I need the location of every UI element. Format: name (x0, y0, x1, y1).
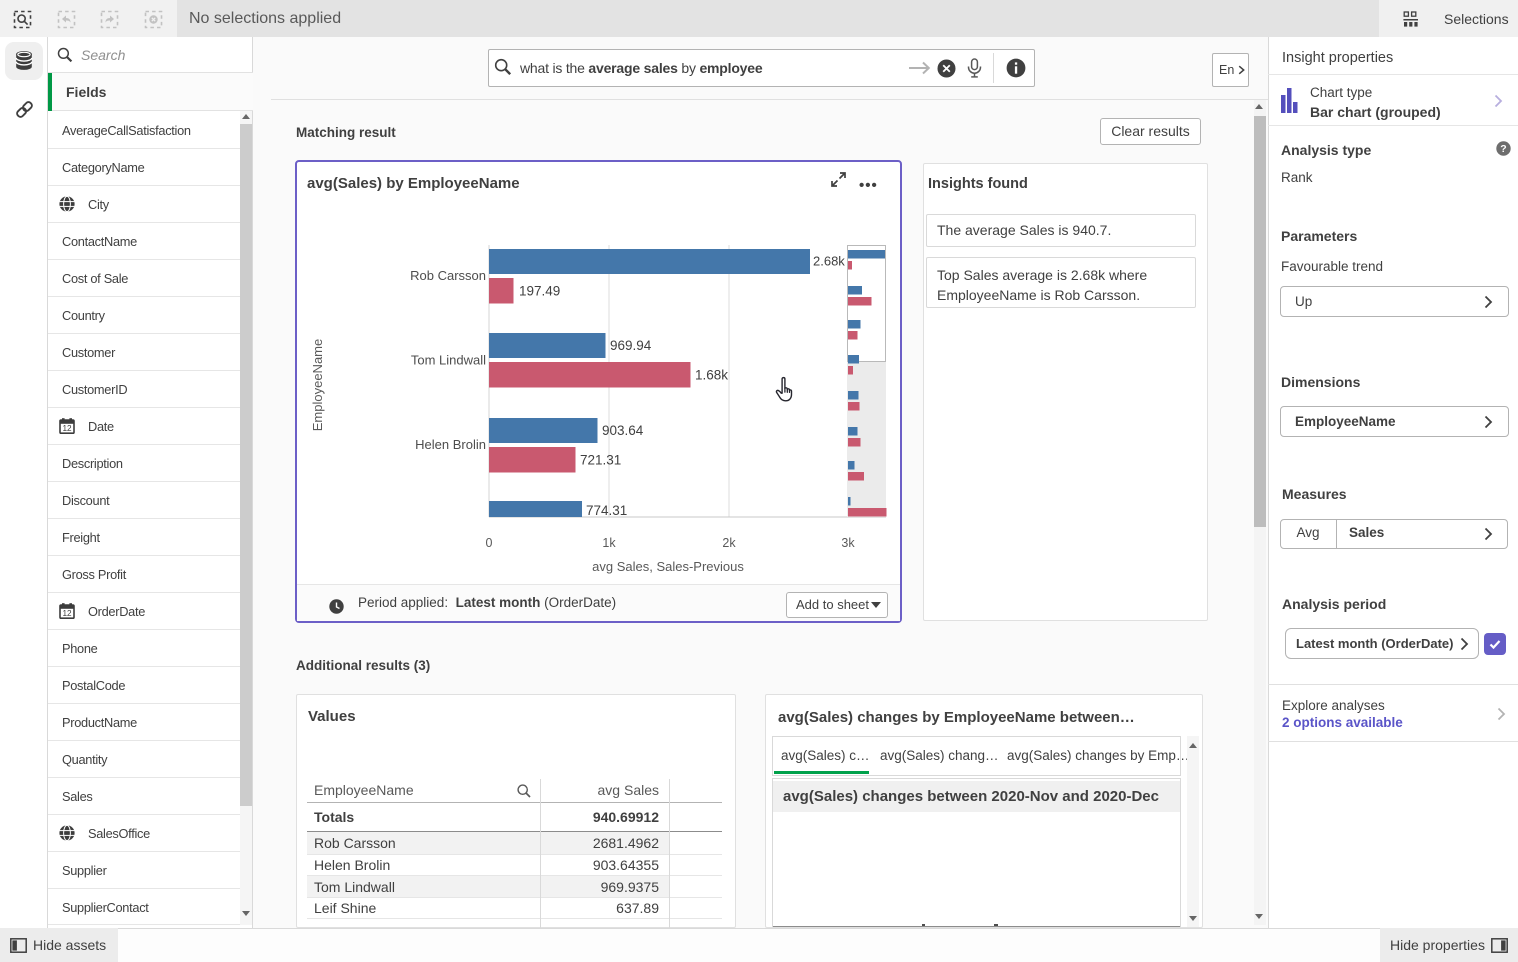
svg-text:Tom Lindwall: Tom Lindwall (411, 353, 486, 368)
svg-text:2k: 2k (722, 536, 736, 550)
svg-text:721.31: 721.31 (580, 453, 621, 468)
svg-text:EmployeeName: EmployeeName (310, 339, 325, 432)
svg-text:969.94: 969.94 (610, 338, 652, 353)
svg-text:Rob Carsson: Rob Carsson (410, 268, 486, 283)
svg-text:197.49: 197.49 (519, 284, 560, 299)
svg-text:12: 12 (62, 609, 72, 618)
svg-text:1k: 1k (602, 536, 616, 550)
svg-text:903.64: 903.64 (602, 423, 644, 438)
svg-text:3k: 3k (841, 536, 855, 550)
svg-text:avg Sales, Sales-Previous: avg Sales, Sales-Previous (592, 559, 744, 574)
svg-text:1.68k: 1.68k (695, 368, 728, 383)
svg-text:774.31: 774.31 (586, 503, 627, 518)
svg-text:Helen Brolin: Helen Brolin (415, 437, 486, 452)
svg-text:2.68k: 2.68k (813, 254, 845, 269)
svg-text:0: 0 (486, 536, 493, 550)
svg-text:?: ? (1500, 143, 1506, 155)
svg-text:12: 12 (62, 424, 72, 433)
